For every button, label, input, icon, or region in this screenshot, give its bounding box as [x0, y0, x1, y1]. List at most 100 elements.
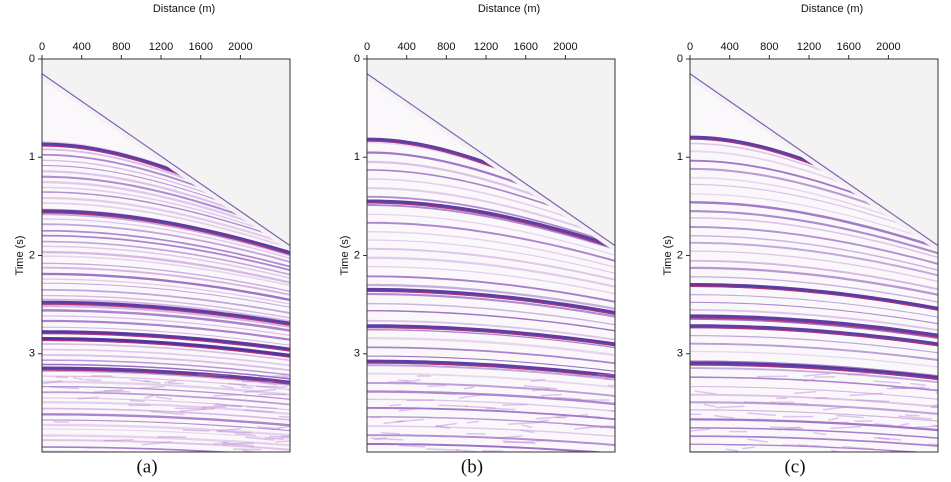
- noise: [388, 403, 402, 407]
- reflection: [367, 406, 615, 421]
- reflection: [690, 250, 938, 283]
- reflection: [42, 369, 290, 386]
- noise: [703, 403, 716, 408]
- reflection: [42, 186, 290, 240]
- noise: [540, 393, 562, 397]
- noise: [714, 414, 735, 419]
- noise: [747, 438, 768, 443]
- noise: [502, 403, 528, 406]
- reflection: [367, 434, 615, 446]
- noise: [400, 379, 421, 384]
- noise: [574, 425, 605, 430]
- noise: [222, 442, 254, 446]
- noise: [463, 386, 475, 390]
- reflection: [367, 327, 615, 347]
- reflection: [367, 416, 615, 429]
- reflection: [42, 330, 290, 352]
- reflection: [367, 187, 615, 241]
- noise: [370, 437, 404, 441]
- noise: [803, 378, 815, 383]
- reflection: [367, 372, 615, 389]
- noise: [269, 435, 290, 439]
- x-tick-label: 1200: [149, 41, 173, 53]
- reflection: [690, 314, 938, 338]
- noise: [933, 388, 938, 393]
- x-tick-label: 0: [687, 41, 693, 53]
- noise: [455, 449, 485, 453]
- noise: [507, 421, 541, 426]
- reflection: [367, 275, 615, 303]
- y-tick-label: 3: [677, 348, 683, 360]
- y-tick-label: 2: [354, 249, 360, 261]
- reflection: [42, 446, 290, 453]
- reflection: [42, 434, 290, 447]
- reflection: [690, 335, 938, 354]
- reflection: [367, 355, 615, 372]
- noise: [213, 441, 229, 445]
- noise: [427, 391, 456, 395]
- reflection: [42, 315, 290, 337]
- noise: [130, 378, 150, 383]
- noise: [388, 381, 417, 384]
- noise: [856, 399, 890, 403]
- x-tick-label: 2000: [228, 41, 252, 53]
- reflection: [42, 234, 290, 271]
- noise: [398, 444, 426, 448]
- reflection: [42, 298, 290, 322]
- reflection: [690, 301, 938, 325]
- noise: [435, 424, 451, 430]
- noise: [182, 429, 210, 432]
- noise: [438, 404, 468, 408]
- noise: [873, 436, 902, 441]
- reflection: [690, 210, 938, 255]
- noise: [435, 422, 457, 428]
- caption: (c): [784, 456, 805, 477]
- reflection: [42, 348, 290, 367]
- noise: [813, 431, 827, 436]
- noise: [535, 439, 551, 442]
- noise: [836, 414, 864, 419]
- reflection: [367, 451, 615, 453]
- x-axis-label: Distance (m): [153, 3, 215, 15]
- reflection: [42, 339, 290, 358]
- noise: [242, 449, 257, 453]
- noise: [233, 448, 261, 451]
- noise: [477, 393, 492, 396]
- noise: [104, 390, 130, 393]
- caption: (a): [136, 456, 157, 477]
- noise: [830, 425, 862, 430]
- reflection: [42, 255, 290, 287]
- noise: [278, 375, 290, 379]
- x-tick-label: 800: [112, 41, 130, 53]
- reflection: [690, 451, 938, 453]
- x-axis-label: Distance (m): [478, 3, 540, 15]
- noise: [379, 407, 405, 410]
- noise: [842, 445, 874, 450]
- noise: [520, 429, 535, 434]
- reflection: [42, 294, 290, 319]
- reflection: [690, 285, 938, 311]
- reflection: [367, 443, 615, 453]
- noise: [690, 428, 711, 432]
- reflection: [690, 364, 938, 381]
- noise: [573, 374, 607, 378]
- reflection: [690, 317, 938, 340]
- x-tick-label: 2000: [553, 41, 577, 53]
- reflection: [690, 241, 938, 277]
- noise: [815, 397, 829, 400]
- reflection: [42, 407, 290, 421]
- noise: [596, 373, 615, 377]
- reflection: [690, 324, 938, 347]
- noise: [578, 413, 589, 417]
- noise: [383, 420, 405, 425]
- y-tick-label: 1: [677, 151, 683, 163]
- first-arrival: [689, 73, 939, 247]
- reflection: [367, 302, 615, 326]
- noise: [742, 446, 755, 450]
- reflection: [42, 343, 290, 362]
- y-tick-label: 3: [354, 348, 360, 360]
- reflection: [42, 304, 290, 328]
- y-axis-label: Time (s): [14, 236, 26, 276]
- noise: [426, 448, 460, 451]
